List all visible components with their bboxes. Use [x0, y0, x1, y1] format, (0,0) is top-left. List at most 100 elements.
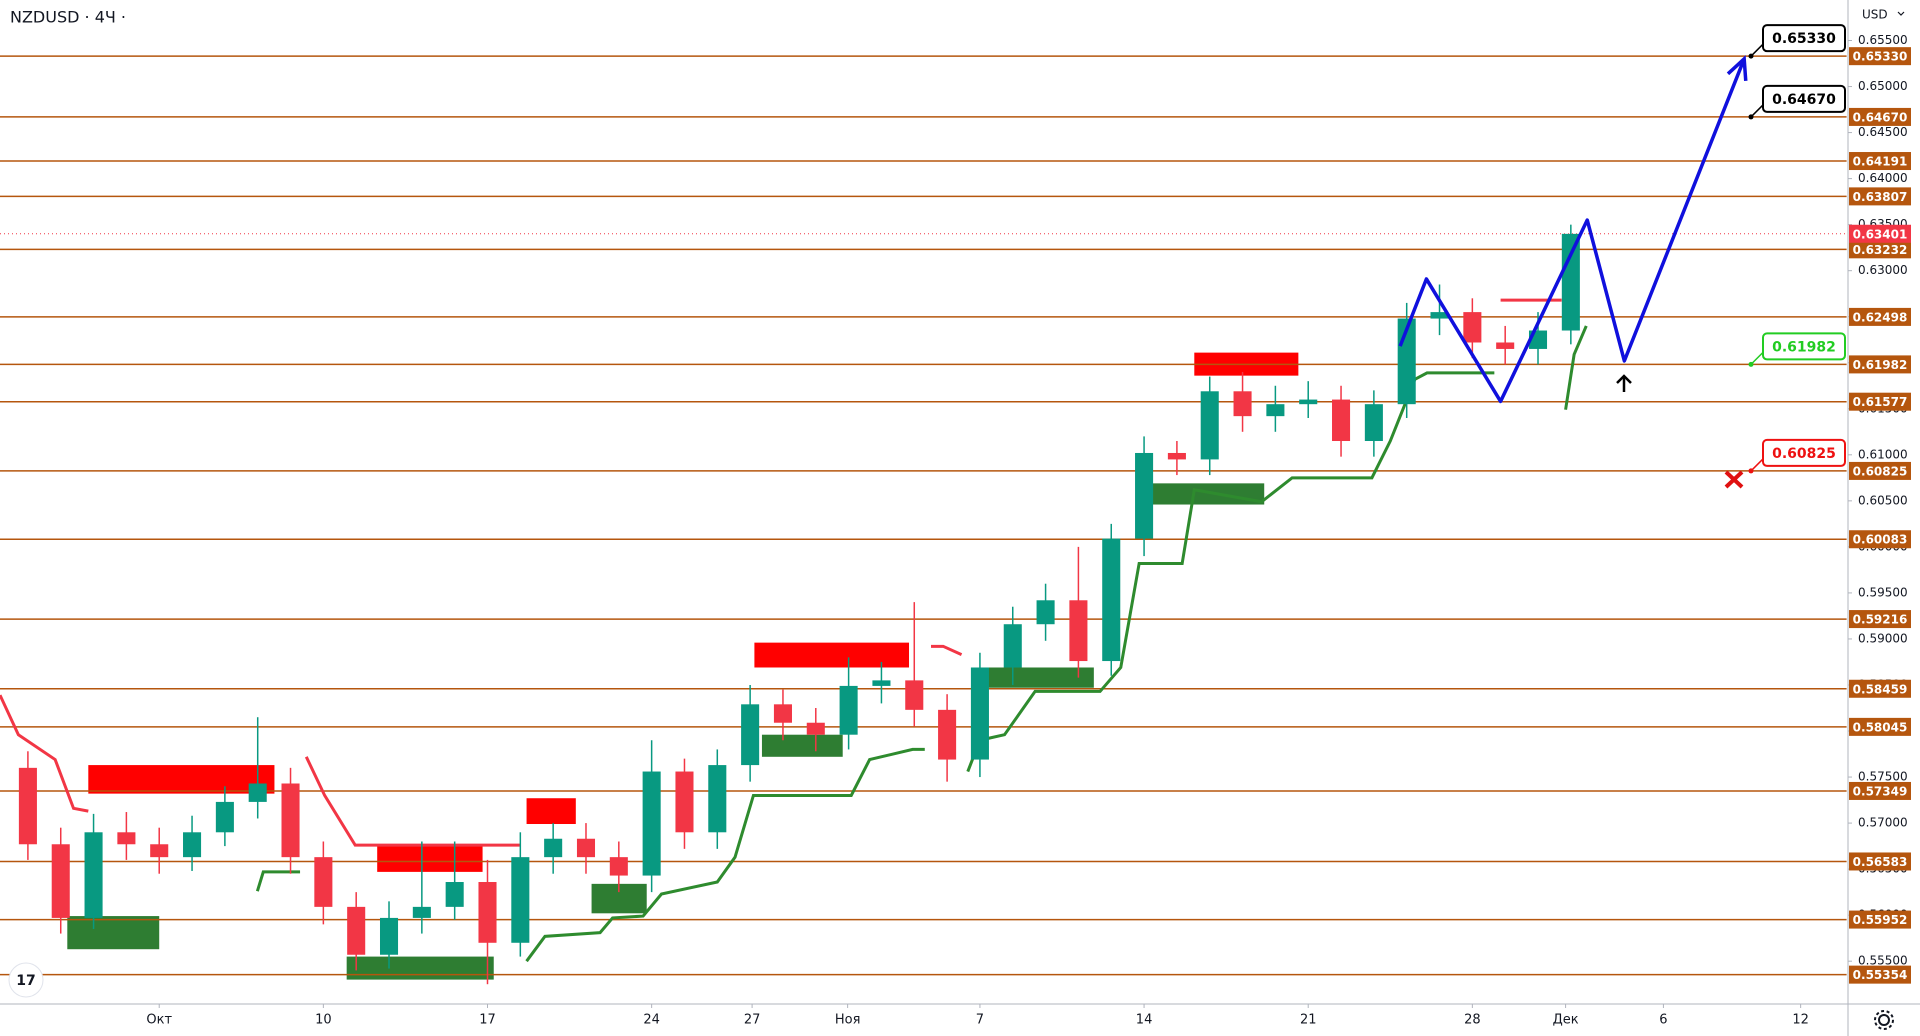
- x-tick-label: 28: [1464, 1013, 1481, 1028]
- zone: [761, 734, 843, 757]
- candle-body: [281, 783, 300, 858]
- candle-body: [1200, 391, 1219, 460]
- x-tick-label: 27: [744, 1013, 761, 1028]
- y-tick-label: 0.64000: [1858, 171, 1908, 185]
- candle-body: [1430, 312, 1449, 319]
- callout-box: [1762, 84, 1846, 113]
- level-price-label: 0.57349: [1853, 784, 1908, 798]
- supertrend-line: [966, 371, 1495, 773]
- candle-body: [773, 704, 792, 723]
- candle-body: [511, 857, 530, 943]
- x-marker: [1724, 470, 1744, 489]
- candle-body: [544, 838, 563, 858]
- level-price-label: 0.58045: [1853, 720, 1908, 734]
- zone: [979, 667, 1094, 688]
- candle-body: [806, 722, 825, 735]
- level-price-box: [1849, 392, 1911, 411]
- level-price-label: 0.59216: [1853, 613, 1908, 627]
- symbol-title: NZDUSD · 4Ч ·: [10, 8, 126, 27]
- candle-body: [642, 771, 661, 876]
- level-price-label: 0.61577: [1853, 395, 1908, 409]
- y-tick-label: 0.57000: [1858, 816, 1908, 830]
- callout-label: 0.64670: [1772, 92, 1836, 108]
- level-price-label: 0.64670: [1853, 110, 1908, 124]
- x-tick-label: 14: [1136, 1013, 1153, 1028]
- candle-body: [183, 832, 202, 858]
- level-price-label: 0.56583: [1853, 855, 1908, 869]
- y-tick-label: 0.57500: [1858, 770, 1908, 784]
- candle-body: [347, 906, 366, 955]
- level-price-label: 0.65330: [1853, 50, 1908, 64]
- level-price-box: [1849, 107, 1911, 126]
- svg-text:17: 17: [16, 973, 35, 989]
- candle-body: [741, 704, 760, 766]
- candle-body: [18, 767, 37, 845]
- level-price-label: 0.64191: [1853, 155, 1908, 169]
- level-price-label: 0.60825: [1853, 464, 1908, 478]
- candle-body: [839, 685, 858, 735]
- candle-body: [51, 844, 70, 918]
- callout-box: [1762, 332, 1846, 361]
- callout-label: 0.60825: [1772, 446, 1836, 462]
- last-price-label: 0.63401: [1853, 227, 1908, 241]
- level-price-label: 0.58459: [1853, 682, 1908, 696]
- supertrend-line: [304, 756, 521, 847]
- candle-body: [1036, 600, 1055, 625]
- candle-body: [938, 709, 957, 760]
- candle-body: [1364, 404, 1383, 442]
- level-price-label: 0.63232: [1853, 243, 1908, 257]
- callout-anchor: [1748, 361, 1754, 367]
- callout-box: [1762, 24, 1846, 53]
- forecast-path: [1398, 58, 1746, 404]
- level-price-box: [1849, 965, 1911, 984]
- candle-body: [1496, 342, 1515, 349]
- candle-body: [150, 844, 169, 858]
- level-price-box: [1849, 461, 1911, 480]
- currency-label[interactable]: USD: [1862, 8, 1888, 22]
- tradingview-logo: 17: [8, 962, 44, 998]
- forecast-arrowhead: [1726, 55, 1748, 81]
- level-price-label: 0.55952: [1853, 913, 1908, 927]
- candle-body: [609, 857, 628, 876]
- callout-label: 0.61982: [1772, 339, 1836, 355]
- x-tick-label: Окт: [146, 1013, 172, 1028]
- level-price-box: [1849, 717, 1911, 736]
- callout-anchor: [1748, 468, 1754, 474]
- up-arrow: [1616, 374, 1632, 392]
- y-tick-label: 0.65500: [1858, 33, 1908, 47]
- level-price-box: [1849, 240, 1911, 259]
- supertrend-line: [931, 644, 963, 656]
- candle-body: [1266, 404, 1285, 417]
- x-tick-label: 12: [1792, 1013, 1809, 1028]
- candle-body: [905, 680, 924, 710]
- candle-body: [248, 783, 267, 802]
- candle-body: [1167, 452, 1186, 460]
- candle-body: [1561, 233, 1580, 331]
- currency-dropdown[interactable]: [1897, 11, 1905, 16]
- candle-body: [1463, 312, 1482, 343]
- settings-icon[interactable]: [1874, 1010, 1894, 1030]
- y-tick-label: 0.59000: [1858, 631, 1908, 645]
- candle-body: [872, 680, 891, 686]
- x-tick-label: Дек: [1553, 1013, 1579, 1028]
- supertrend-line: [0, 694, 89, 813]
- x-tick-label: 7: [976, 1013, 984, 1028]
- level-price-box: [1849, 187, 1911, 206]
- candle-body: [675, 771, 694, 833]
- level-price-label: 0.60083: [1853, 533, 1908, 547]
- candle-body: [117, 832, 136, 845]
- callout-label: 0.65330: [1772, 31, 1836, 47]
- candle-body: [1003, 624, 1022, 668]
- zone: [346, 956, 494, 980]
- level-price-box: [1849, 781, 1911, 800]
- callout-anchor: [1748, 53, 1754, 59]
- zone: [67, 916, 160, 950]
- y-tick-label: 0.60500: [1858, 493, 1908, 507]
- plot-area: [0, 55, 1847, 985]
- y-tick-label: 0.65000: [1858, 79, 1908, 93]
- zone: [754, 642, 910, 668]
- level-price-label: 0.63807: [1853, 190, 1908, 204]
- y-tick-label: 0.64500: [1858, 125, 1908, 139]
